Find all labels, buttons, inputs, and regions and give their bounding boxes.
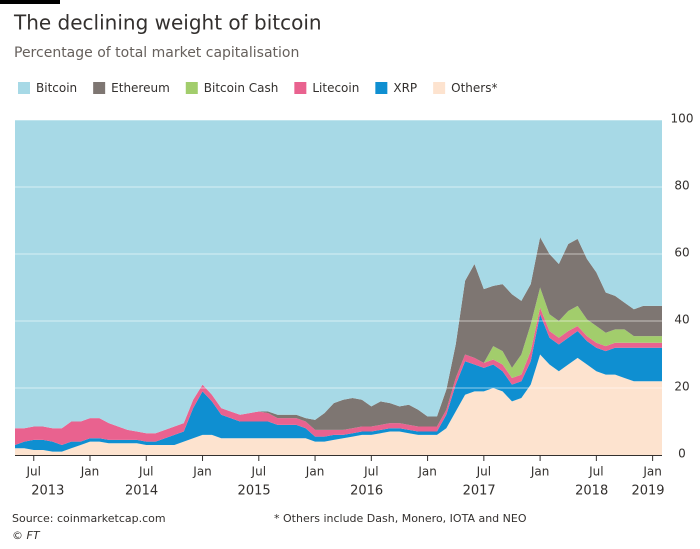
x-tick-label: Jan bbox=[642, 465, 662, 479]
legend-label: XRP bbox=[393, 81, 417, 95]
x-year-label: 2019 bbox=[631, 484, 664, 499]
y-tick-label: 80 bbox=[674, 179, 689, 193]
x-year-label: 2018 bbox=[575, 484, 608, 499]
legend-swatch bbox=[375, 82, 388, 94]
x-year-label: 2014 bbox=[125, 484, 158, 499]
chart-title: The declining weight of bitcoin bbox=[13, 11, 322, 35]
area bbox=[15, 307, 662, 445]
x-tick-label: Jan bbox=[530, 465, 550, 479]
area bbox=[15, 120, 662, 434]
x-year-label: 2013 bbox=[31, 484, 64, 499]
x-tick-label: Jul bbox=[588, 465, 603, 479]
x-tick-label: Jul bbox=[251, 465, 266, 479]
x-year-label: 2015 bbox=[238, 484, 271, 499]
legend-swatch bbox=[433, 82, 446, 94]
y-tick-label: 0 bbox=[678, 447, 686, 461]
area bbox=[15, 354, 662, 455]
y-tick-label: 40 bbox=[674, 313, 689, 327]
x-tick-label: Jul bbox=[363, 465, 378, 479]
legend-label: Others* bbox=[451, 81, 497, 95]
x-year-label: 2017 bbox=[463, 484, 496, 499]
y-tick-label: 100 bbox=[671, 112, 694, 126]
legend-label: Litecoin bbox=[312, 81, 359, 95]
legend-label: Bitcoin Cash bbox=[204, 81, 279, 95]
legend-swatch bbox=[185, 82, 198, 94]
area bbox=[15, 237, 662, 434]
legend-label: Ethereum bbox=[111, 81, 170, 95]
legend-swatch bbox=[294, 82, 307, 94]
brand-bar bbox=[0, 0, 60, 4]
y-tick-label: 60 bbox=[674, 246, 689, 260]
x-year-label: 2016 bbox=[350, 484, 383, 499]
x-tick-label: Jul bbox=[138, 465, 153, 479]
source: Source: coinmarketcap.com bbox=[12, 512, 166, 525]
x-tick-label: Jan bbox=[417, 465, 437, 479]
chart-subtitle: Percentage of total market capitalisatio… bbox=[14, 45, 299, 61]
legend-swatch bbox=[18, 82, 30, 94]
credit: © FT bbox=[12, 529, 41, 542]
x-tick-label: Jul bbox=[26, 465, 41, 479]
legend-label: Bitcoin bbox=[36, 81, 77, 95]
x-tick-label: Jan bbox=[192, 465, 212, 479]
x-tick-label: Jul bbox=[476, 465, 491, 479]
x-tick-label: Jan bbox=[305, 465, 325, 479]
legend-swatch bbox=[93, 82, 106, 94]
x-tick-label: Jan bbox=[80, 465, 100, 479]
footnote: * Others include Dash, Monero, IOTA and … bbox=[274, 512, 527, 525]
y-tick-label: 20 bbox=[674, 380, 689, 394]
